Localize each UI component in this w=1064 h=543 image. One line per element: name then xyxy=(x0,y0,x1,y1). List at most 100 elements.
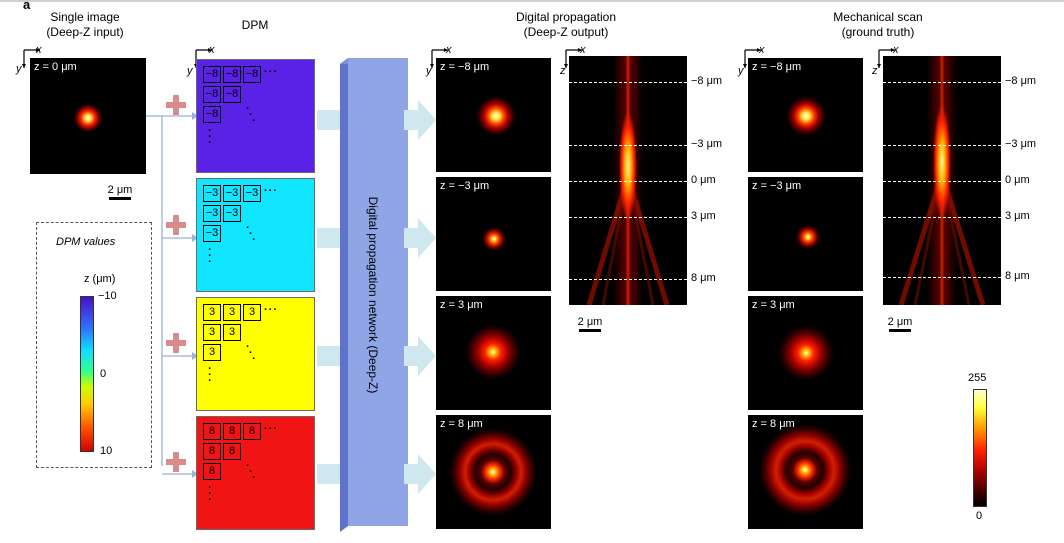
dpm-cell: −8 xyxy=(203,86,221,103)
arrows-out-network xyxy=(404,100,436,494)
xz-tick-label: 8 μm xyxy=(691,272,716,284)
header-single-image: Single image (Deep-Z input) xyxy=(46,10,124,39)
header-digital-propagation: Digital propagation (Deep-Z output) xyxy=(515,10,617,39)
z-guide-line xyxy=(569,279,687,280)
dpm-legend-unit: z (μm) xyxy=(84,273,116,285)
z-guide-line xyxy=(569,82,687,83)
axis-y-label: y xyxy=(187,65,193,77)
dots-diagonal: · · · xyxy=(246,222,256,246)
colorbar-max-label: 255 xyxy=(968,372,987,384)
axis-x-label: x xyxy=(36,44,42,56)
xz-tick-label: −8 μm xyxy=(1005,75,1037,87)
plus-icon xyxy=(166,215,186,235)
xz-tick-label: 3 μm xyxy=(691,210,716,222)
intensity-colorbar xyxy=(973,389,987,507)
z-guide-line xyxy=(883,217,1001,218)
network-label: Digital propagation network (Deep-Z) xyxy=(366,196,380,394)
tile-z-label: z = 8 μm xyxy=(752,418,795,430)
dpm-cell: −8 xyxy=(203,66,221,83)
dpm-cell: 3 xyxy=(203,304,221,321)
scale-bar-input: 2 μm xyxy=(100,184,140,200)
tile-z-label: z = −8 μm xyxy=(440,61,490,73)
network-block xyxy=(340,58,408,532)
xz-tick-label: 0 μm xyxy=(1005,174,1030,186)
top-rule xyxy=(0,0,1064,2)
dots-diagonal: · · · xyxy=(246,341,256,365)
dots-diagonal: · · · xyxy=(246,460,256,484)
axis-x-label: x xyxy=(209,44,215,56)
dpm-cell: 3 xyxy=(203,344,221,361)
dots-diagonal: · · · xyxy=(246,103,256,127)
dpm-cell: −3 xyxy=(203,205,221,222)
tile-z-label: z = −3 μm xyxy=(752,180,802,192)
dpm-cell: 8 xyxy=(203,423,221,440)
z-guide-line xyxy=(883,82,1001,83)
dpm-legend-box xyxy=(36,222,152,468)
plus-icon xyxy=(166,452,186,472)
dpm-panel-1: −8 −8 −8 −8 −8 −8 ··· · · · · · · xyxy=(196,59,315,173)
tile-z-label: z = −3 μm xyxy=(440,180,490,192)
arrows-into-network xyxy=(317,110,343,484)
z-guide-line xyxy=(883,277,1001,278)
dpm-cell: 8 xyxy=(203,463,221,480)
truth-tile-1: z = −8 μm xyxy=(748,58,863,172)
dpm-legend-mid-value: 0 xyxy=(100,368,107,380)
xz-tick-label: −3 μm xyxy=(1005,138,1037,150)
z-guide-line xyxy=(569,217,687,218)
dpm-panel-4: 8 8 8 8 8 8 ··· · · · · · · xyxy=(196,416,315,530)
axis-indicator-truth-xz xyxy=(877,48,895,68)
dpm-cell: −8 xyxy=(243,66,261,83)
scale-bar-truth: 2 μm xyxy=(880,316,920,332)
axis-indicator-output-xz xyxy=(564,48,582,68)
dpm-cell: 8 xyxy=(203,443,221,460)
branch-connectors xyxy=(146,112,198,478)
dots-horizontal: ··· xyxy=(264,423,278,435)
output-xz-profile xyxy=(569,56,687,305)
dots-vertical: · · · xyxy=(208,244,212,268)
dpm-cell: −8 xyxy=(223,86,241,103)
dpm-panel-3: 3 3 3 3 3 3 ··· · · · · · · xyxy=(196,297,315,411)
axis-y-label: y xyxy=(426,65,432,77)
dpm-cell: −8 xyxy=(223,66,241,83)
dpm-cell: 3 xyxy=(203,324,221,341)
tile-z-label: z = −8 μm xyxy=(752,61,802,73)
dots-vertical: · · · xyxy=(208,482,212,506)
output-tile-4: z = 8 μm xyxy=(436,415,551,529)
dpm-cell: −3 xyxy=(203,185,221,202)
dpm-colorbar xyxy=(80,296,94,452)
dpm-panel-2: −3 −3 −3 −3 −3 −3 ··· · · · · · · xyxy=(196,178,315,292)
axis-y-label: y xyxy=(16,63,22,75)
dpm-cell: −3 xyxy=(203,225,221,242)
axis-x-label: x xyxy=(446,44,452,56)
tile-z-label: z = 8 μm xyxy=(440,418,483,430)
plus-icon xyxy=(166,95,186,115)
colorbar-min-label: 0 xyxy=(976,510,983,522)
xz-beam xyxy=(586,56,670,305)
dots-vertical: · · · xyxy=(208,125,212,149)
truth-xz-profile xyxy=(883,56,1001,305)
panel-letter: a xyxy=(23,0,31,12)
dpm-legend-title: DPM values xyxy=(56,236,116,248)
plus-icon xyxy=(166,333,186,353)
dots-horizontal: ··· xyxy=(264,185,278,197)
xz-beam xyxy=(898,56,986,305)
dpm-cell: 8 xyxy=(223,423,241,440)
dpm-legend-top-value: −10 xyxy=(98,290,117,302)
tile-z-label: z = 3 μm xyxy=(752,299,795,311)
dpm-cell: 3 xyxy=(223,304,241,321)
axis-indicator-output-xy xyxy=(430,48,448,68)
output-tile-3: z = 3 μm xyxy=(436,296,551,410)
dpm-legend-bottom-value: 10 xyxy=(100,445,113,457)
truth-tile-2: z = −3 μm xyxy=(748,177,863,291)
axis-x-label: x xyxy=(893,44,899,56)
axis-indicator-input xyxy=(22,48,40,68)
scale-bar-output: 2 μm xyxy=(570,316,610,332)
axis-z-label: z xyxy=(872,65,878,77)
axis-x-label: x xyxy=(759,44,765,56)
dots-horizontal: ··· xyxy=(264,304,278,316)
dots-vertical: · · · xyxy=(208,363,212,387)
dpm-cell: 8 xyxy=(223,443,241,460)
truth-tile-4: z = 8 μm xyxy=(748,415,863,529)
dpm-cell: 8 xyxy=(243,423,261,440)
xz-tick-label: 3 μm xyxy=(1005,210,1030,222)
